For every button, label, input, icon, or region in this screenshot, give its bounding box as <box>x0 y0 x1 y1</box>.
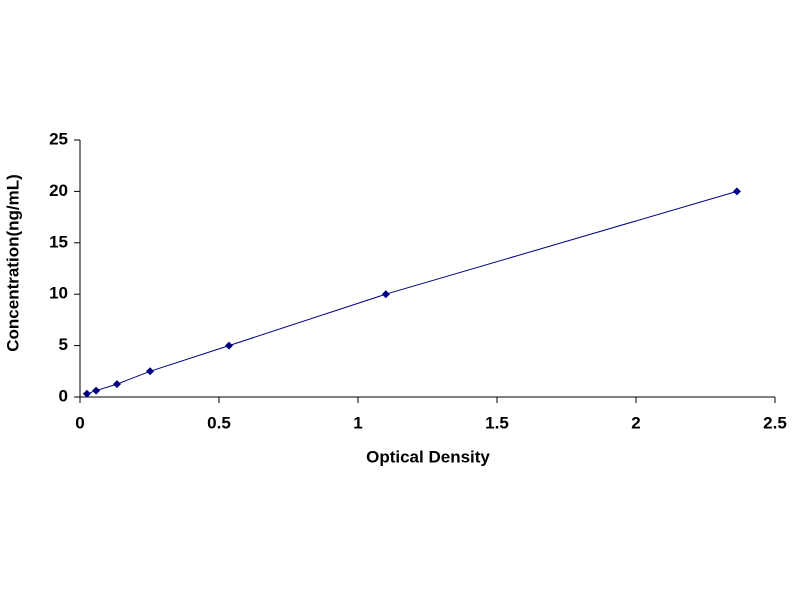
point <box>146 367 155 376</box>
y-tick-label: 5 <box>59 335 68 354</box>
point <box>112 380 121 389</box>
y-tick-label: 20 <box>49 181 68 200</box>
y-tick-label: 25 <box>49 129 68 148</box>
x-tick-label: 0.5 <box>207 413 231 432</box>
y-tick-label: 15 <box>49 232 68 251</box>
point <box>82 389 91 398</box>
x-tick-label: 2.5 <box>763 413 787 432</box>
point <box>732 187 741 196</box>
point <box>92 386 101 395</box>
x-axis-label: Optical Density <box>366 447 490 466</box>
point <box>225 341 234 350</box>
y-tick-label: 0 <box>59 386 68 405</box>
x-tick-label: 2 <box>631 413 640 432</box>
x-tick-label: 0 <box>75 413 84 432</box>
y-tick-label: 10 <box>49 284 68 303</box>
point <box>381 290 390 299</box>
x-tick-label: 1 <box>353 413 362 432</box>
x-tick-label: 1.5 <box>485 413 509 432</box>
y-axis-label: Concentration(ng/mL) <box>3 174 22 352</box>
